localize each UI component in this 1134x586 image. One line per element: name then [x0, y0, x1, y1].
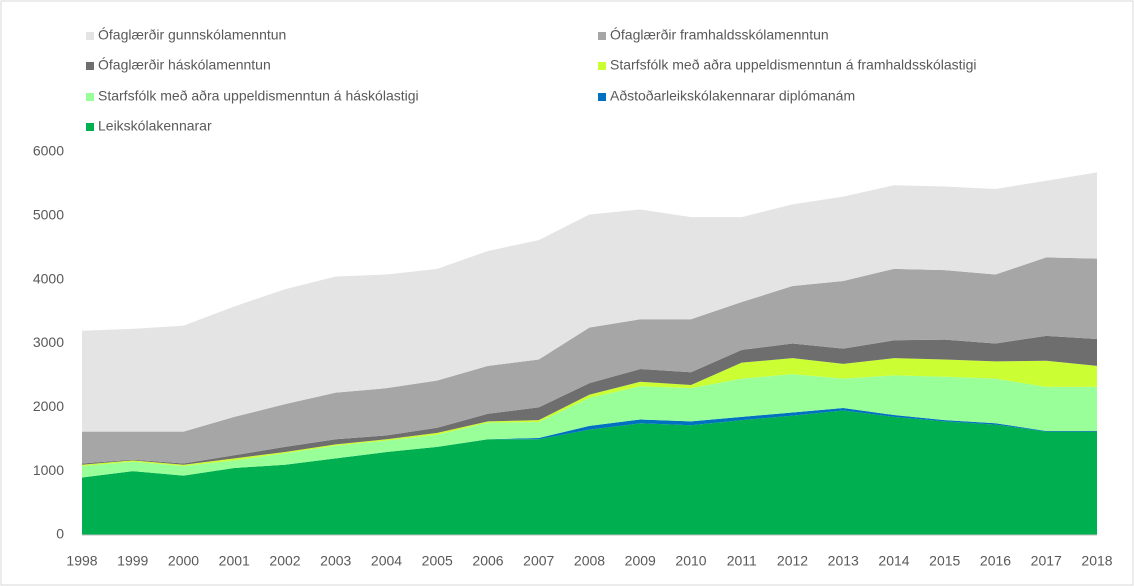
y-tick-label: 0 [56, 526, 64, 542]
x-tick-label: 2002 [269, 553, 300, 569]
y-tick-label: 1000 [33, 462, 64, 478]
x-tick-label: 2017 [1031, 553, 1062, 569]
area [82, 172, 1097, 432]
legend-marker [86, 62, 94, 70]
y-tick-label: 4000 [33, 270, 64, 286]
x-tick-label: 2010 [675, 553, 706, 569]
x-tick-label: 2008 [574, 553, 605, 569]
legend-label: Ófaglærðir framhaldsskólamenntun [610, 27, 829, 43]
legend-marker [86, 123, 94, 131]
legend-label: Ófaglærðir háskólamenntun [98, 57, 271, 73]
x-tick-label: 2016 [980, 553, 1011, 569]
area [82, 374, 1097, 478]
x-tick-label: 2004 [371, 553, 402, 569]
legend-marker [598, 93, 606, 101]
legend-label: Aðstoðarleikskólakennarar diplómanám [610, 88, 855, 104]
legend-marker [598, 62, 606, 70]
x-tick-label: 2013 [828, 553, 859, 569]
x-tick-label: 2003 [320, 553, 351, 569]
legend-marker [86, 32, 94, 40]
x-tick-label: 2001 [219, 553, 250, 569]
x-tick-label: 2014 [878, 553, 909, 569]
x-tick-label: 1999 [117, 553, 148, 569]
area [82, 410, 1097, 535]
x-tick-label: 2012 [777, 553, 808, 569]
legend-label: Ófaglærðir gunnskólamenntun [98, 27, 286, 43]
x-tick-label: 1998 [66, 553, 97, 569]
y-tick-label: 3000 [33, 334, 64, 350]
x-tick-label: 2006 [472, 553, 503, 569]
legend-label: Starfsfólk með aðra uppeldismenntun á há… [98, 88, 419, 104]
x-tick-label: 2000 [168, 553, 199, 569]
legend-marker [598, 32, 606, 40]
y-tick-label: 6000 [33, 143, 64, 159]
y-tick-label: 2000 [33, 398, 64, 414]
x-tick-label: 2015 [929, 553, 960, 569]
legend-marker [86, 93, 94, 101]
y-tick-label: 5000 [33, 207, 64, 223]
area [82, 335, 1097, 465]
legend-label: Leikskólakennarar [98, 118, 212, 134]
area [82, 257, 1097, 464]
x-tick-label: 2005 [422, 553, 453, 569]
x-tick-label: 2011 [727, 553, 757, 569]
x-tick-label: 2018 [1081, 553, 1112, 569]
legend-label: Starfsfólk með aðra uppeldismenntun á fr… [610, 57, 977, 73]
area [82, 358, 1097, 467]
x-tick-label: 2007 [523, 553, 554, 569]
x-tick-label: 2009 [625, 553, 656, 569]
